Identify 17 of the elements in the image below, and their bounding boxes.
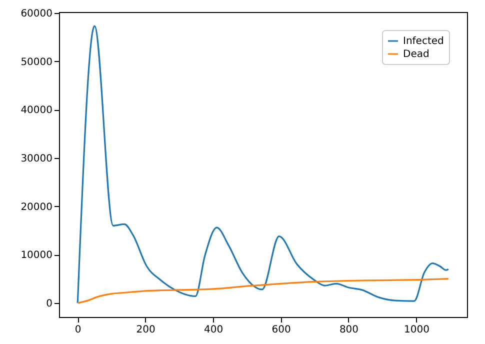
y-tick-label: 60000 <box>20 8 52 20</box>
x-tick-label: 1000 <box>404 324 430 336</box>
y-tick-label: 0 <box>46 298 52 310</box>
y-tick-label: 40000 <box>20 105 52 116</box>
line-series <box>76 278 450 304</box>
legend-label: Dead <box>403 49 430 60</box>
x-tick-label: 600 <box>272 324 291 336</box>
legend-label: Infected <box>403 36 444 47</box>
y-tick-label: 20000 <box>20 202 52 213</box>
x-tick-label: 200 <box>136 324 156 336</box>
x-tick-label: 800 <box>339 324 359 336</box>
x-tick-label: 400 <box>204 324 224 336</box>
x-tick-label: 0 <box>74 324 82 336</box>
y-tick-label: 10000 <box>20 250 52 262</box>
line-series <box>76 25 450 304</box>
y-tick-label: 30000 <box>20 153 52 164</box>
y-tick-label: 50000 <box>20 56 52 68</box>
